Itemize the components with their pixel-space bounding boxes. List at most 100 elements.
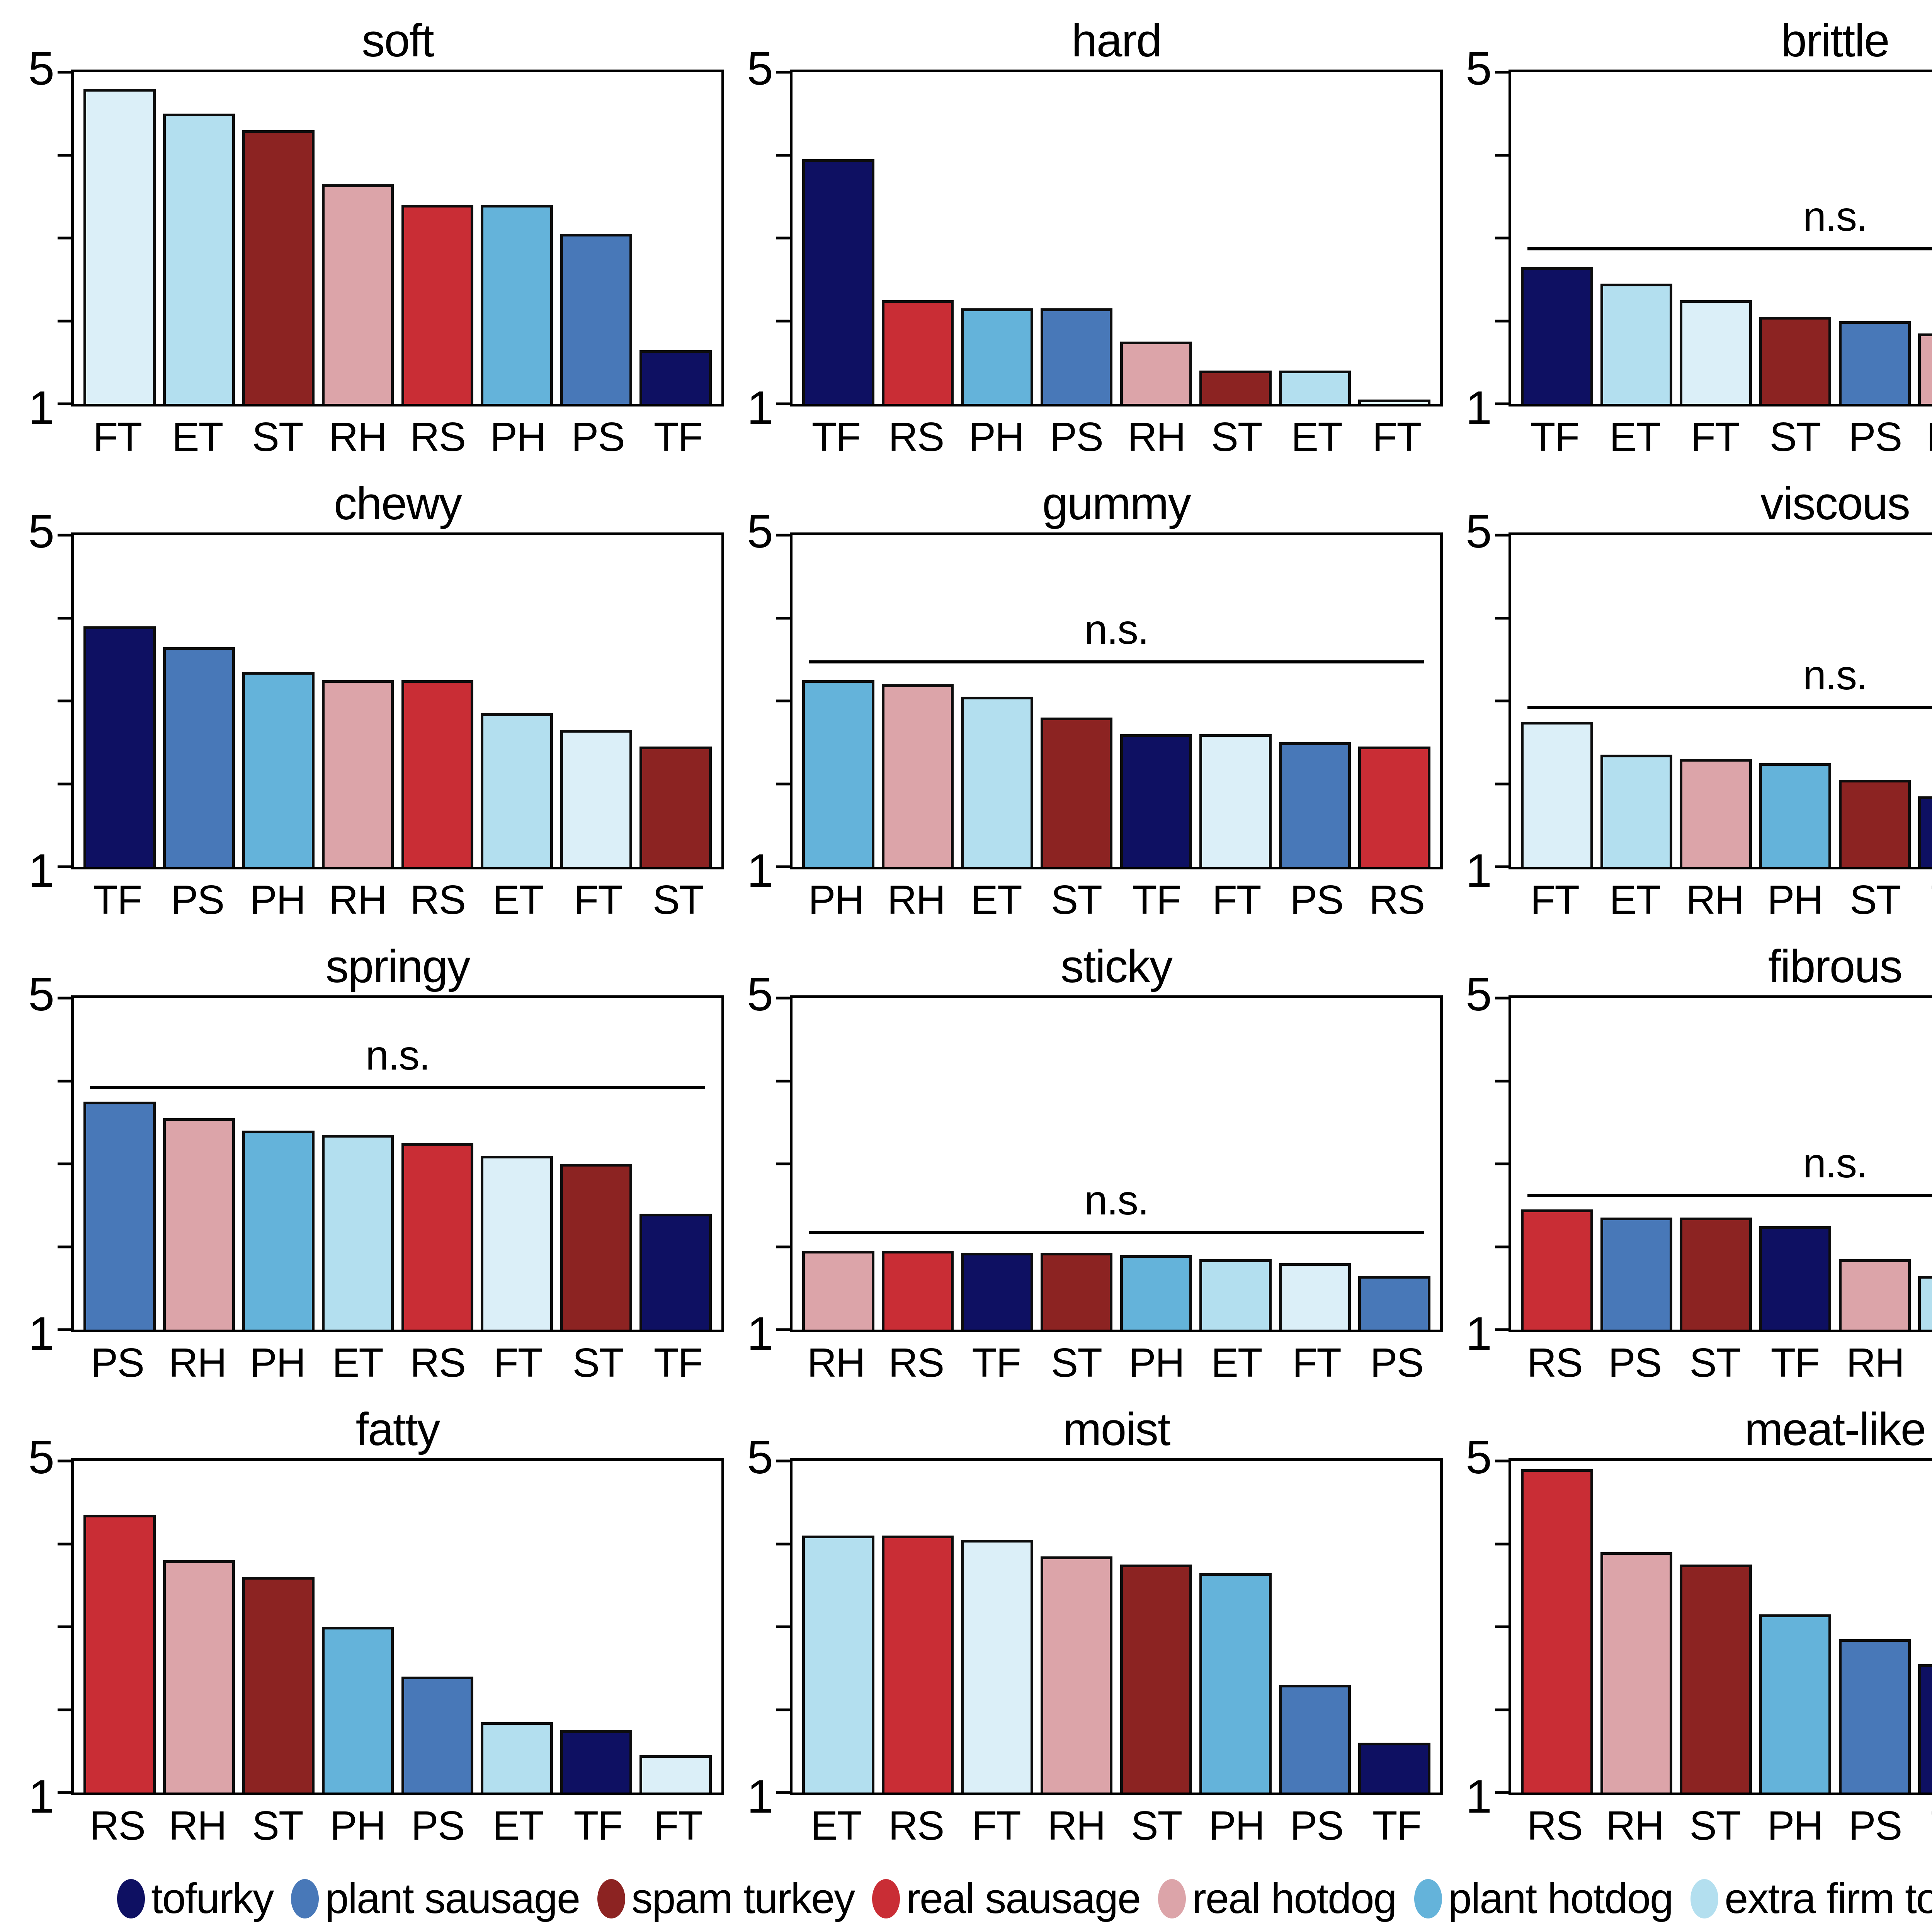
x-tick-label-RS: RS xyxy=(1527,1340,1583,1386)
x-tick-label-FT: FT xyxy=(1530,877,1580,923)
y-tick-1 xyxy=(58,865,71,868)
y-tick-4 xyxy=(776,1080,790,1082)
bar-gummy-PS xyxy=(1279,742,1351,867)
x-tick-label-PH: PH xyxy=(968,414,1024,460)
bar-springy-RS xyxy=(401,1143,473,1330)
bar-sticky-FT xyxy=(1279,1263,1351,1330)
bar-gummy-PH xyxy=(802,680,874,867)
plot-row-sticky: 5 1 n.s. xyxy=(724,968,1443,1360)
x-labels-moist: ET RS FT RH ST PH PS TF xyxy=(790,1795,1443,1856)
bar-moist-ET xyxy=(802,1536,874,1793)
y-tick-5 xyxy=(776,997,790,1000)
y-tick-5 xyxy=(1495,1459,1509,1463)
x-tick-label-RH: RH xyxy=(1686,877,1744,923)
y-tick-5 xyxy=(1495,997,1509,1000)
y-tick-1 xyxy=(776,402,790,405)
bar-springy-PS xyxy=(83,1102,156,1330)
x-tick-label-ST: ST xyxy=(252,1803,303,1849)
legend-label-RS: real sausage xyxy=(906,1875,1141,1922)
y-tick-2 xyxy=(776,1708,790,1711)
y-tick-label-1: 1 xyxy=(747,1770,773,1823)
bar-brittle-RH xyxy=(1918,333,1932,404)
y-tick-label-1: 1 xyxy=(28,1307,54,1360)
y-tick-label-1: 1 xyxy=(747,1307,773,1360)
x-labels-sticky: RH RS TF ST PH ET FT PS xyxy=(790,1332,1443,1393)
bar-gummy-RH xyxy=(881,684,954,867)
x-labels-gummy: PH RH ET ST TF FT PS RS xyxy=(790,869,1443,930)
x-tick-label-PS: PS xyxy=(1608,1340,1662,1386)
x-tick-label-ET: ET xyxy=(492,877,544,923)
y-tick-2 xyxy=(1495,1708,1509,1711)
panel-title-meat-like: meat-like xyxy=(1744,1403,1927,1455)
bar-chewy-ST xyxy=(639,746,712,867)
legend-item-PS: plant sausage xyxy=(291,1874,580,1923)
x-tick-label-FT: FT xyxy=(1372,414,1422,460)
y-tick-label-1: 1 xyxy=(747,381,773,434)
bar-hard-PH xyxy=(961,308,1033,404)
x-tick-label-TF: TF xyxy=(1919,877,1932,923)
x-tick-label-TF: TF xyxy=(1919,1803,1932,1849)
y-tick-2 xyxy=(776,782,790,785)
plot-area-springy: n.s. xyxy=(58,995,724,1332)
x-tick-label-FT: FT xyxy=(493,1340,543,1386)
bar-brittle-PS xyxy=(1838,321,1911,404)
bar-moist-RH xyxy=(1041,1556,1113,1793)
x-tick-label-PS: PS xyxy=(1848,1803,1902,1849)
bar-brittle-FT xyxy=(1680,300,1752,404)
x-tick-label-ET: ET xyxy=(1919,1340,1932,1386)
bar-brittle-ET xyxy=(1600,283,1673,404)
x-tick-label-FT: FT xyxy=(653,1803,703,1849)
x-tick-label-PH: PH xyxy=(1767,877,1823,923)
y-tick-1 xyxy=(1495,1328,1509,1331)
bar-soft-TF xyxy=(639,350,712,404)
plot-row-gummy: 5 1 n.s. xyxy=(724,505,1443,897)
plot-area-hard xyxy=(776,70,1443,406)
panel-title-fibrous: fibrous xyxy=(1768,940,1903,992)
y-tick-2 xyxy=(1495,1245,1509,1248)
bar-soft-ST xyxy=(242,130,315,404)
x-labels-brittle: TFETFTSTPSRHPHRS xyxy=(1509,406,1932,468)
bar-fibrous-ST xyxy=(1680,1218,1752,1330)
bar-springy-TF xyxy=(639,1213,712,1330)
y-tick-3 xyxy=(776,1625,790,1628)
bar-meat-like-PS xyxy=(1838,1639,1911,1793)
y-tick-label-5: 5 xyxy=(747,968,773,1021)
x-tick-label-ST: ST xyxy=(252,414,303,460)
x-tick-label-RS: RS xyxy=(89,1803,146,1849)
panel-soft: soft 5 1 FT ET ST RH RS PH PS TF xyxy=(5,12,724,468)
bar-chewy-RH xyxy=(322,680,394,867)
y-tick-1 xyxy=(58,1791,71,1794)
y-tick-5 xyxy=(1495,534,1509,537)
legend-marker-ET xyxy=(1690,1879,1719,1918)
x-tick-label-ET: ET xyxy=(492,1803,544,1849)
panel-gummy: gummy 5 1 n.s. PH RH ET ST TF FT PS RS xyxy=(724,474,1443,930)
y-tick-label-5: 5 xyxy=(747,1431,773,1484)
plot-area-fatty xyxy=(58,1458,724,1795)
x-labels-springy: PS RH PH ET RS FT ST TF xyxy=(71,1332,724,1393)
ns-label-fibrous: n.s. xyxy=(1803,1139,1868,1186)
legend-item-ET: extra firm tofu xyxy=(1690,1874,1932,1923)
x-tick-label-RS: RS xyxy=(410,877,466,923)
bar-fatty-PS xyxy=(401,1676,473,1793)
legend-label-TF: tofurky xyxy=(151,1875,274,1922)
bar-soft-RH xyxy=(322,184,394,404)
legend-item-RH: real hotdog xyxy=(1158,1874,1397,1923)
x-tick-label-FT: FT xyxy=(972,1803,1021,1849)
bar-chewy-PS xyxy=(163,647,235,867)
plot-row-brittle: 5 1 n.s. xyxy=(1443,42,1932,434)
bar-hard-RS xyxy=(881,300,954,404)
x-tick-label-ET: ET xyxy=(1609,414,1661,460)
x-tick-label-TF: TF xyxy=(653,414,703,460)
ns-label-springy: n.s. xyxy=(365,1031,430,1078)
y-tick-4 xyxy=(776,154,790,156)
y-tick-3 xyxy=(58,699,71,702)
